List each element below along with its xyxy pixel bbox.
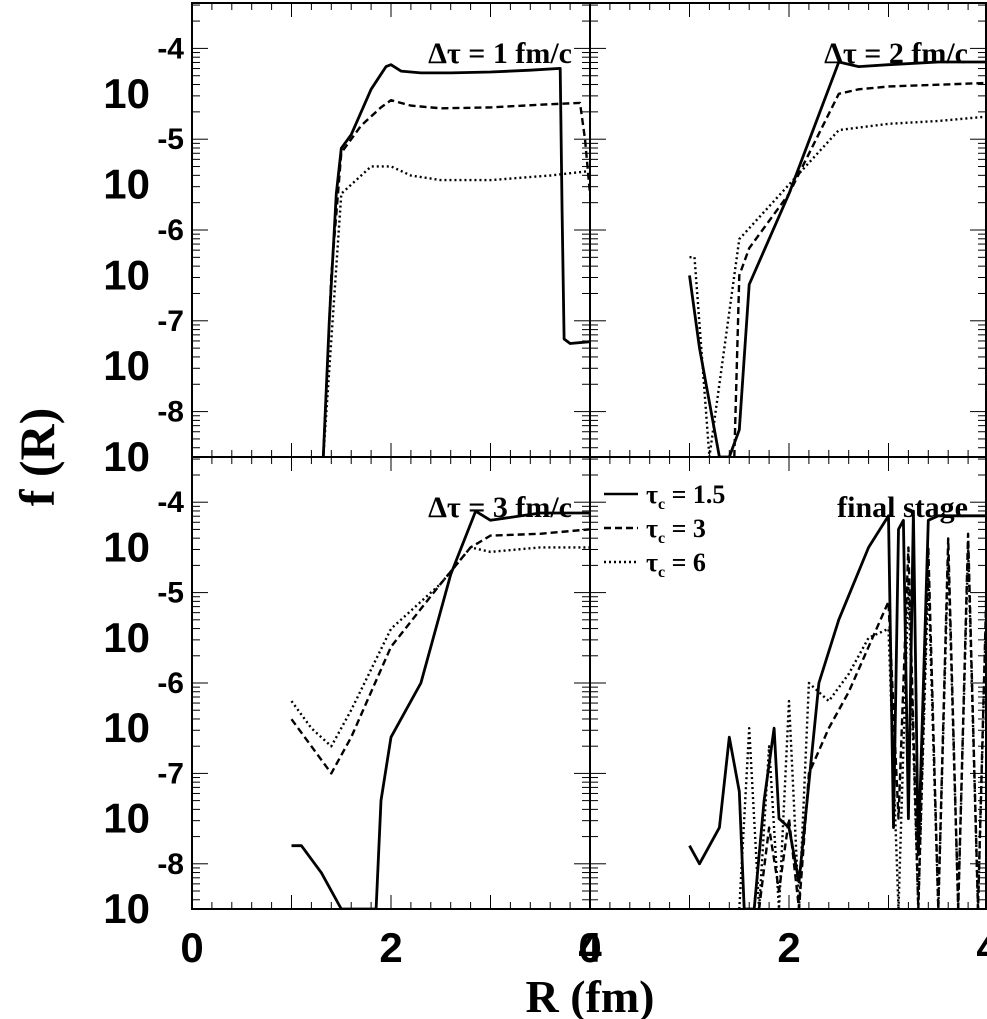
panel-top-left: Δτ = 1 fm/c: [191, 2, 591, 458]
y-tick-exponent: -6: [157, 667, 184, 700]
y-tick-base: 10: [103, 161, 150, 208]
legend: τc = 1.5τc = 3τc = 6: [604, 480, 725, 581]
panel-title: final stage: [837, 491, 968, 524]
y-tick-label: -510: [103, 577, 184, 661]
y-tick-base: 10: [103, 614, 150, 661]
y-tick-exponent: -7: [157, 305, 184, 338]
panel-title: Δτ = 3 fm/c: [428, 491, 572, 524]
y-tick-base: 10: [103, 885, 150, 932]
legend-label: τc = 3: [646, 514, 706, 547]
x-tick-label: 2: [379, 924, 402, 971]
y-tick-label: -410: [103, 486, 184, 570]
axis-ticks: [192, 3, 590, 457]
series-line-dotted: [290, 546, 590, 748]
y-tick-exponent: -4: [157, 32, 184, 65]
axis-ticks: [590, 3, 986, 457]
y-tick-exponent: -8: [157, 848, 184, 881]
y-tick-label: -810: [103, 396, 184, 480]
x-tick-label: 0: [578, 924, 601, 971]
y-tick-label: -710: [103, 757, 184, 841]
panel-frame: [589, 2, 987, 458]
y-tick-base: 10: [103, 795, 150, 842]
y-tick-label: -510: [103, 123, 184, 207]
y-tick-base: 10: [103, 251, 150, 298]
panel-bottom-left: Δτ = 3 fm/c: [191, 456, 591, 910]
series-group: [688, 509, 986, 909]
series-line-dashed: [757, 532, 986, 909]
y-tick-exponent: -5: [157, 577, 184, 610]
series-line-solid: [321, 63, 590, 457]
series-group: [290, 509, 590, 909]
y-tick-exponent: -6: [157, 214, 184, 247]
series-line-dashed: [290, 528, 590, 775]
x-tick-label: 4: [578, 924, 602, 971]
panel-frame: [191, 456, 591, 910]
axis-ticks: [192, 457, 590, 909]
y-tick-exponent: -8: [157, 396, 184, 429]
axis-ticks: [590, 457, 986, 909]
panel-frame: [589, 456, 987, 910]
y-tick-base: 10: [103, 433, 150, 480]
y-tick-exponent: -4: [157, 486, 184, 519]
y-axis-title: f (R): [9, 408, 65, 507]
series-line-solid: [688, 60, 986, 457]
y-tick-base: 10: [103, 523, 150, 570]
series-group: [688, 60, 986, 457]
legend-label: τc = 1.5: [646, 480, 725, 513]
legend-label: τc = 6: [646, 548, 706, 581]
x-tick-label: 0: [180, 924, 203, 971]
panel-top-right: Δτ = 2 fm/c: [589, 2, 987, 458]
y-tick-base: 10: [103, 342, 150, 389]
y-tick-exponent: -7: [157, 757, 184, 790]
y-tick-label: -410: [103, 32, 184, 116]
x-tick-label: 4: [976, 924, 987, 971]
x-tick-label: 2: [777, 924, 800, 971]
y-tick-label: -610: [103, 667, 184, 751]
y-tick-base: 10: [103, 704, 150, 751]
series-line-dotted: [322, 165, 590, 457]
panel-title: Δτ = 2 fm/c: [824, 37, 968, 70]
y-tick-label: -610: [103, 214, 184, 298]
series-line-dashed: [322, 98, 590, 457]
series-line-dotted: [689, 115, 986, 457]
series-line-solid: [291, 509, 590, 909]
y-tick-base: 10: [103, 70, 150, 117]
y-tick-exponent: -5: [157, 123, 184, 156]
panel-title: Δτ = 1 fm/c: [428, 37, 572, 70]
panel-bottom-right: final stage τc = 1.5τc = 3τc = 6: [589, 456, 987, 910]
series-line-dotted: [738, 546, 986, 909]
series-line-dashed: [733, 81, 986, 457]
y-tick-label: -810: [103, 848, 184, 932]
series-group: [321, 63, 590, 457]
x-axis-title: R (fm): [526, 971, 655, 1019]
series-line-solid: [688, 509, 986, 909]
y-tick-label: -710: [103, 305, 184, 389]
